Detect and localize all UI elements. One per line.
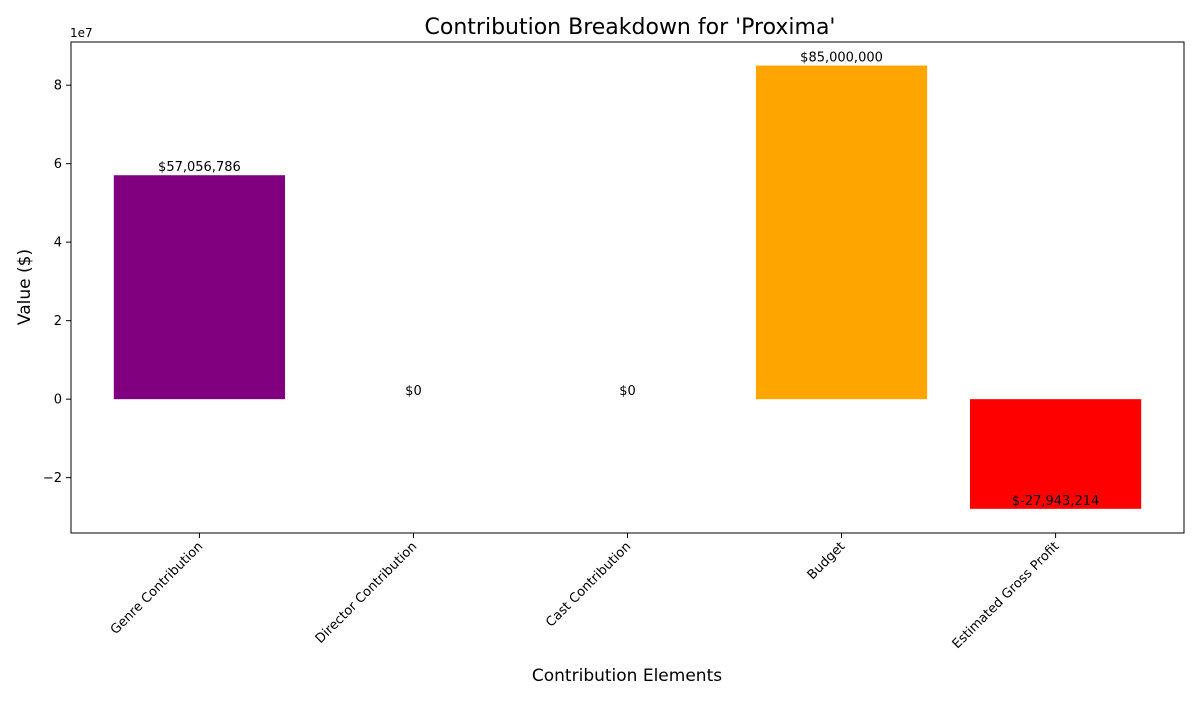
y-axis-offset-label: 1e7 [70, 26, 93, 40]
y-tick-label: 2 [54, 314, 62, 329]
y-tick-label: 4 [54, 236, 62, 251]
bars-layer [113, 65, 1142, 509]
bar [969, 399, 1142, 509]
x-axis-label: Contribution Elements [532, 666, 722, 686]
y-tick-label: −2 [43, 471, 62, 486]
y-tick-label: 0 [54, 393, 62, 408]
y-tick-label: 6 [54, 157, 62, 172]
bar [755, 65, 928, 400]
bar-labels-layer: $57,056,786 $0 $0 $85,000,000 $-27,943,214 [158, 51, 1099, 509]
y-tick-label: 8 [54, 79, 62, 94]
plot-area-frame [70, 41, 1185, 534]
bar [113, 175, 286, 400]
y-axis-label: Value ($) [15, 249, 35, 325]
bar-value-label: $85,000,000 [800, 51, 883, 66]
y-axis-ticks: −2 0 2 4 6 8 [43, 79, 71, 486]
chart-title: Contribution Breakdown for 'Proxima' [425, 15, 836, 40]
bar-value-label: $0 [619, 384, 636, 399]
bar-value-label: $57,056,786 [158, 160, 241, 175]
bar-value-label: $-27,943,214 [1012, 494, 1099, 509]
bar-value-label: $0 [405, 384, 422, 399]
